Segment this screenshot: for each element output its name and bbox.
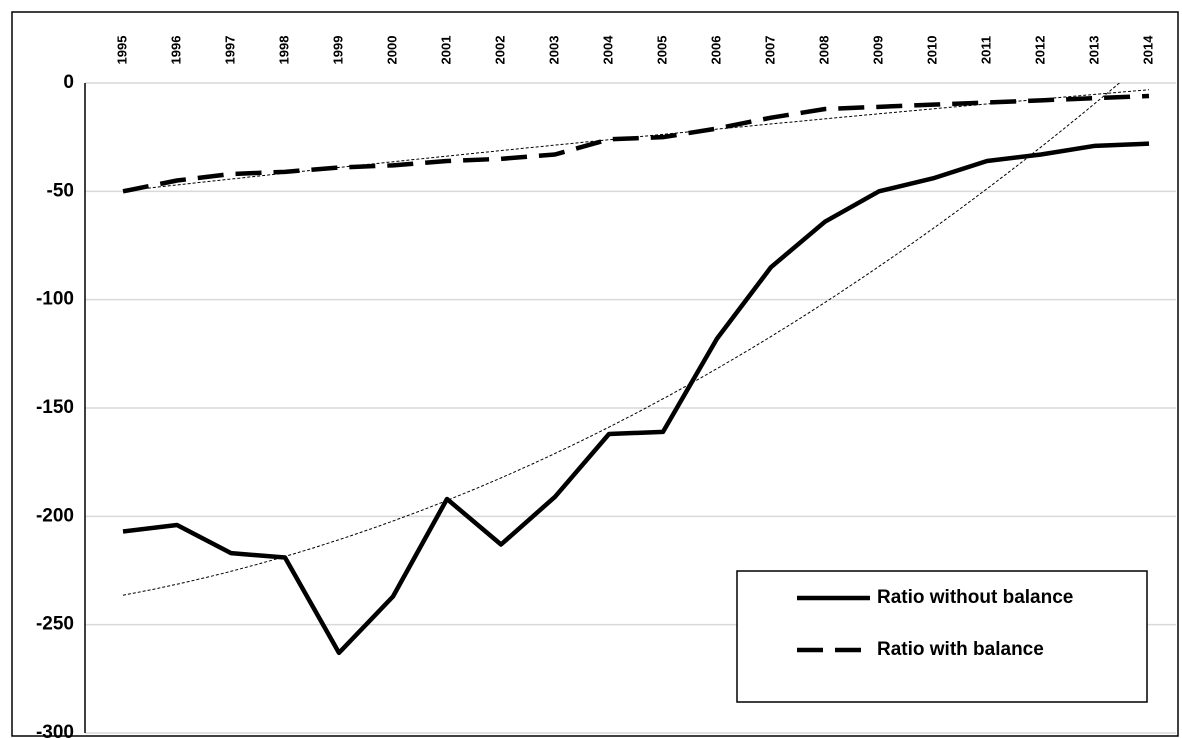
x-tick-label: 1997 xyxy=(222,36,237,65)
chart-border xyxy=(11,11,1179,737)
x-tick-label: 1998 xyxy=(276,36,291,65)
y-tick-label: -300 xyxy=(36,722,74,738)
y-tick-label: -200 xyxy=(36,505,74,526)
data-line xyxy=(122,93,1150,194)
y-tick-label: -150 xyxy=(36,397,74,418)
legend-label: Ratio with balance xyxy=(877,639,1044,660)
y-tick-label: 0 xyxy=(63,72,74,93)
x-tick-label: 2004 xyxy=(600,35,615,65)
x-tick-label: 2008 xyxy=(816,36,831,65)
x-tick-label: 2013 xyxy=(1086,36,1101,65)
legend-box xyxy=(736,570,1148,703)
x-tick-label: 2009 xyxy=(870,36,885,65)
x-tick-label: 2011 xyxy=(978,36,993,64)
x-tick-label: 2006 xyxy=(708,36,723,65)
x-tick-label: 2012 xyxy=(1032,36,1047,65)
y-tick-label: -100 xyxy=(36,289,74,310)
x-tick-label: 2003 xyxy=(546,36,561,65)
y-tick-label: -250 xyxy=(36,614,74,635)
x-tick-label: 2001 xyxy=(438,36,453,65)
trendline xyxy=(122,83,1121,596)
x-tick-label: 1999 xyxy=(330,36,345,65)
x-tick-label: 2002 xyxy=(492,36,507,65)
x-tick-label: 2000 xyxy=(384,36,399,65)
x-tick-label: 2010 xyxy=(924,36,939,65)
x-tick-label: 2014 xyxy=(1140,35,1155,65)
legend-label: Ratio without balance xyxy=(877,587,1073,608)
x-tick-label: 1996 xyxy=(168,36,183,65)
x-tick-label: 2007 xyxy=(762,36,777,65)
data-line xyxy=(122,141,1150,656)
x-tick-label: 1995 xyxy=(114,36,129,65)
y-tick-label: -50 xyxy=(47,180,74,201)
x-tick-label: 2005 xyxy=(654,36,669,65)
